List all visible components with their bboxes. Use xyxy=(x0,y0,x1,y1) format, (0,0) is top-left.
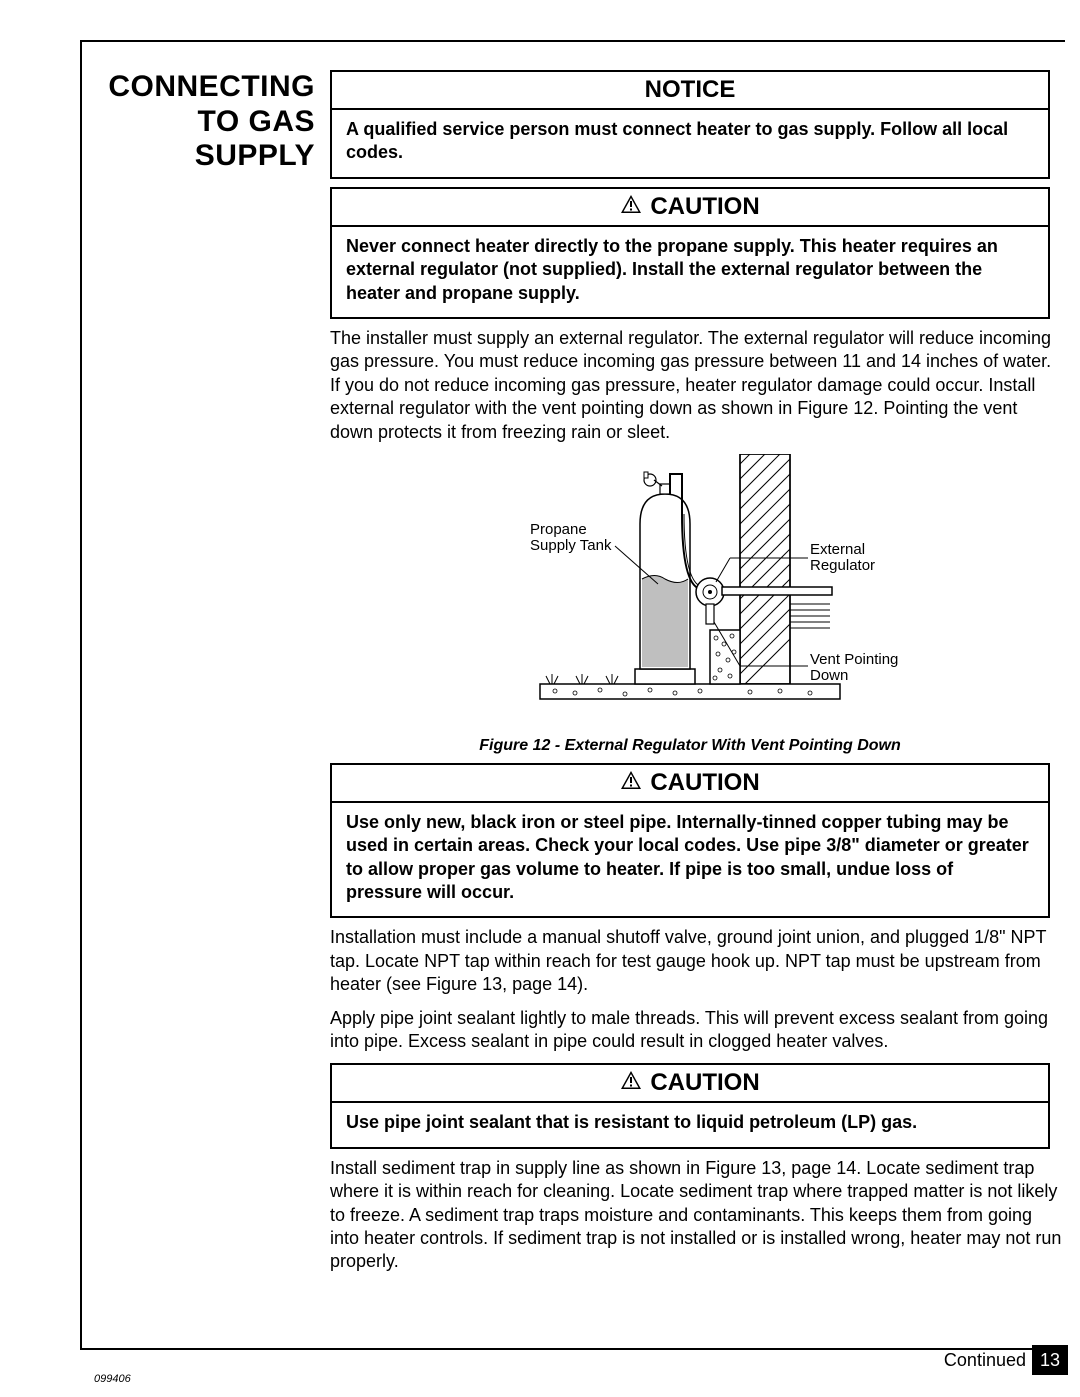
warning-icon xyxy=(620,1069,642,1097)
caution-header-text: CAUTION xyxy=(650,193,759,221)
diagram-label-tank-l1: Propane xyxy=(530,521,587,538)
caution-body-3: Use pipe joint sealant that is resistant… xyxy=(332,1103,1048,1146)
caution-body-2: Use only new, black iron or steel pipe. … xyxy=(332,803,1048,917)
diagram-label-tank-l2: Supply Tank xyxy=(530,537,612,554)
figure-caption: Figure 12 - External Regulator With Vent… xyxy=(330,737,1050,755)
regulator-diagram: Propane Supply Tank External Regulator V… xyxy=(410,454,970,724)
diagram-label-reg-l2: Regulator xyxy=(810,557,875,574)
notice-box: NOTICE A qualified service person must c… xyxy=(330,70,1050,179)
caution-header-text: CAUTION xyxy=(650,769,759,797)
warning-icon xyxy=(620,193,642,221)
paragraph-2: Installation must include a manual shuto… xyxy=(330,926,1065,996)
paragraph-3: Apply pipe joint sealant lightly to male… xyxy=(330,1007,1065,1054)
columns: CONNECTING TO GAS SUPPLY NOTICE A qualif… xyxy=(80,40,1065,1284)
caution-header-text: CAUTION xyxy=(650,1069,759,1097)
diagram-label-vent-l1: Vent Pointing xyxy=(810,651,898,668)
caution-box-2: CAUTION Use only new, black iron or stee… xyxy=(330,763,1050,919)
diagram-label-vent-l2: Down xyxy=(810,667,848,684)
section-title-line: TO GAS xyxy=(198,105,315,138)
paragraph-4: Install sediment trap in supply line as … xyxy=(330,1157,1065,1274)
paragraph-1: The installer must supply an external re… xyxy=(330,327,1065,444)
right-column: NOTICE A qualified service person must c… xyxy=(325,40,1065,1284)
page-number: 13 xyxy=(1032,1345,1068,1375)
section-title-line: SUPPLY xyxy=(195,139,315,172)
caution-header-3: CAUTION xyxy=(332,1065,1048,1103)
caution-header-1: CAUTION xyxy=(332,189,1048,227)
page: CONNECTING TO GAS SUPPLY NOTICE A qualif… xyxy=(0,0,1080,1397)
left-column: CONNECTING TO GAS SUPPLY xyxy=(80,40,325,1284)
notice-body: A qualified service person must connect … xyxy=(332,110,1048,177)
document-id: 099406 xyxy=(94,1373,131,1385)
figure-12: Propane Supply Tank External Regulator V… xyxy=(330,454,1050,729)
continued-label: Continued xyxy=(944,1350,1026,1371)
notice-header: NOTICE xyxy=(332,72,1048,110)
caution-box-1: CAUTION Never connect heater directly to… xyxy=(330,187,1050,319)
caution-body-1: Never connect heater directly to the pro… xyxy=(332,227,1048,317)
caution-header-2: CAUTION xyxy=(332,765,1048,803)
diagram-label-reg-l1: External xyxy=(810,541,865,558)
section-title-line: CONNECTING xyxy=(108,70,315,103)
warning-icon xyxy=(620,769,642,797)
section-title: CONNECTING TO GAS SUPPLY xyxy=(90,70,315,174)
caution-box-3: CAUTION Use pipe joint sealant that is r… xyxy=(330,1063,1050,1148)
notice-header-text: NOTICE xyxy=(645,76,736,104)
